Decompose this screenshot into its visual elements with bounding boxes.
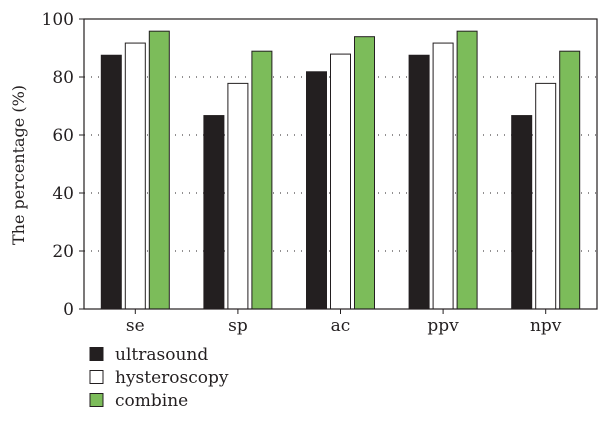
bar-hysteroscopy-npv	[535, 82, 557, 310]
x-tick-label: ppv	[427, 316, 459, 336]
legend-label-combine: combine	[115, 391, 188, 411]
y-tick-label: 0	[63, 300, 74, 320]
bar-ultrasound-se	[100, 54, 122, 310]
y-tick-label: 100	[42, 10, 74, 30]
legend: ultrasound hysteroscopy combine	[89, 345, 229, 411]
plot-frame	[83, 18, 598, 310]
axes	[79, 18, 598, 314]
legend-label-ultrasound: ultrasound	[115, 345, 208, 365]
bars	[100, 30, 581, 310]
legend-label-hysteroscopy: hysteroscopy	[115, 368, 229, 388]
bar-hysteroscopy-sp	[227, 82, 249, 310]
legend-swatch-combine	[89, 393, 104, 407]
x-tick-label: ac	[331, 316, 351, 336]
bar-combine-ac	[354, 36, 375, 310]
bar-ultrasound-sp	[203, 115, 225, 310]
legend-swatch-hysteroscopy	[89, 370, 104, 384]
tick-labels: se sp ac ppv npv 0 20 40 60 80 100	[42, 10, 562, 336]
x-tick-label: se	[126, 316, 145, 336]
bar-combine-se	[148, 30, 170, 310]
y-axis-title: The percentage (%)	[9, 85, 28, 245]
legend-swatch-ultrasound	[89, 347, 104, 361]
x-tick-label: npv	[530, 316, 562, 336]
bar-hysteroscopy-ac	[330, 53, 351, 310]
bar-combine-ppv	[456, 30, 478, 310]
bar-combine-npv	[559, 50, 581, 310]
bar-hysteroscopy-ppv	[432, 42, 454, 310]
bar-ultrasound-ppv	[408, 54, 430, 310]
y-tick-label: 20	[52, 242, 74, 262]
x-tick-label: sp	[228, 316, 248, 336]
y-tick-label: 40	[52, 184, 74, 204]
bar-ultrasound-npv	[511, 115, 533, 310]
y-tick-label: 80	[52, 68, 74, 88]
bar-hysteroscopy-se	[124, 42, 146, 310]
y-tick-label: 60	[52, 126, 74, 146]
bar-combine-sp	[251, 50, 273, 310]
bar-ultrasound-ac	[306, 71, 327, 310]
